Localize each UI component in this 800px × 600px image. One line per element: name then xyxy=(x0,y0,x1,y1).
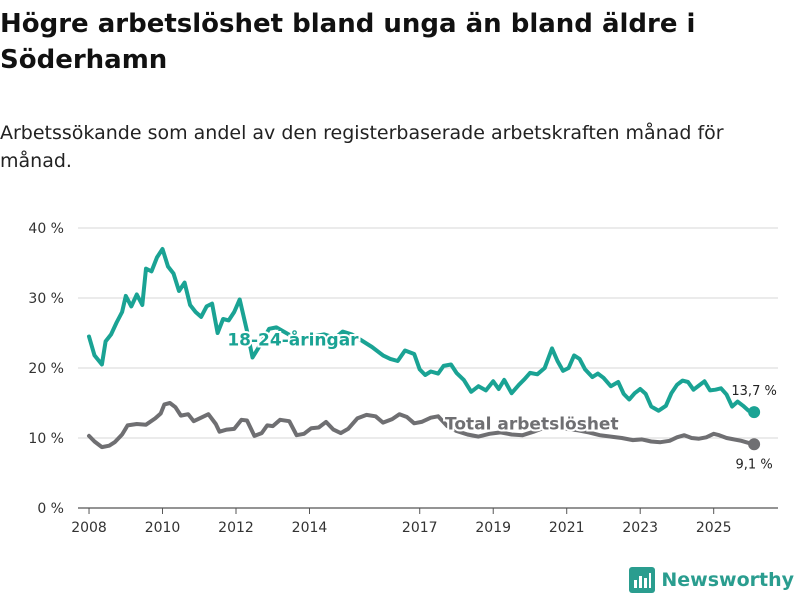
x-tick-label: 2021 xyxy=(549,520,585,536)
x-tick-label: 2008 xyxy=(71,520,107,536)
axes: 0 % 10 % 20 % 30 % 40 % 2008 2010 2012 2014 2017 2… xyxy=(28,221,731,536)
youth-end-label: 13,7 % xyxy=(731,384,776,399)
total-end-point xyxy=(748,438,761,451)
series-lines xyxy=(87,247,757,450)
y-tick-label: 30 % xyxy=(28,291,64,307)
youth-end-point xyxy=(748,406,761,419)
total-series-line xyxy=(87,401,757,450)
chart-title: Högre arbetslöshet bland unga än bland ä… xyxy=(0,9,696,75)
gridlines xyxy=(78,227,778,509)
y-tick-label: 0 % xyxy=(37,501,64,517)
youth-series-label: 18-24-åringar xyxy=(227,329,359,351)
youth-series-line xyxy=(87,247,757,415)
x-tick-label: 2025 xyxy=(696,520,732,536)
total-series-label: Total arbetslöshet xyxy=(445,415,619,435)
newsworthy-logo-icon xyxy=(629,567,656,593)
newsworthy-logo: Newsworthy xyxy=(629,566,794,594)
y-tick-label: 10 % xyxy=(28,431,64,447)
x-tick-label: 2019 xyxy=(475,520,511,536)
x-tick-label: 2014 xyxy=(292,520,328,536)
x-tick-label: 2017 xyxy=(402,520,438,536)
total-end-label: 9,1 % xyxy=(736,457,773,472)
x-tick-label: 2012 xyxy=(218,520,254,536)
x-tick-label: 2010 xyxy=(145,520,181,536)
x-tick-label: 2023 xyxy=(622,520,658,536)
series-labels: 13,7 % 9,1 % 18-24-åringar Total arbetslösh… xyxy=(225,327,776,473)
newsworthy-logo-text: Newsworthy xyxy=(661,569,794,591)
y-tick-label: 40 % xyxy=(28,221,64,237)
chart-subtitle: Arbetssökande som andel av den registerb… xyxy=(0,122,724,172)
y-tick-label: 20 % xyxy=(28,361,64,377)
